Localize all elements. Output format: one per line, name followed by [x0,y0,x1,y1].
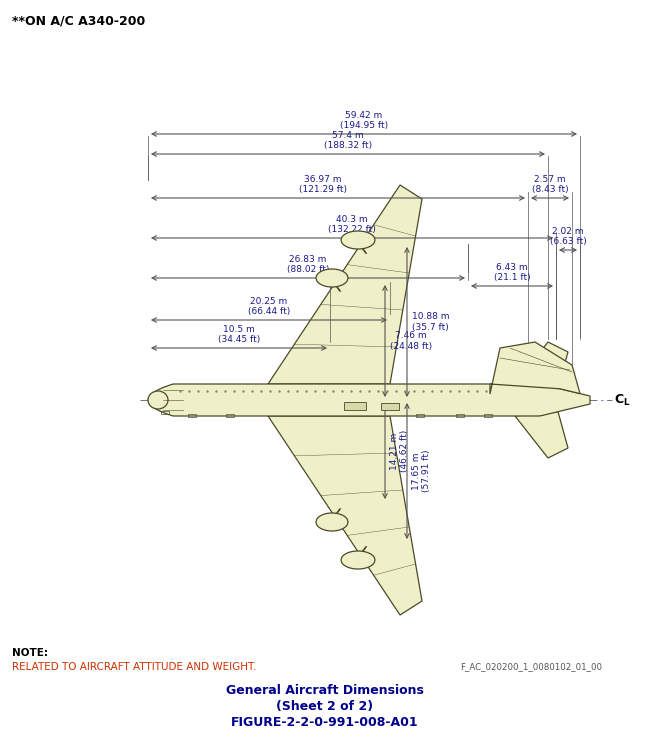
Text: 17.65 m
(57.91 ft): 17.65 m (57.91 ft) [412,450,432,492]
Text: **ON A/C A340-200: **ON A/C A340-200 [12,15,145,28]
Text: 2.02 m
(6.63 ft): 2.02 m (6.63 ft) [549,227,587,246]
Bar [484,414,492,417]
Bar [456,414,464,417]
Polygon shape [316,513,348,531]
Text: RELATED TO AIRCRAFT ATTITUDE AND WEIGHT.: RELATED TO AIRCRAFT ATTITUDE AND WEIGHT. [12,662,256,672]
Text: (Sheet 2 of 2): (Sheet 2 of 2) [277,700,374,713]
Polygon shape [341,551,375,569]
FancyBboxPatch shape [381,403,399,410]
Polygon shape [268,185,422,384]
Polygon shape [515,412,568,458]
Bar [161,411,169,414]
Ellipse shape [148,391,168,409]
Polygon shape [490,342,580,394]
Text: General Aircraft Dimensions: General Aircraft Dimensions [226,684,424,697]
Text: 59.42 m
(194.95 ft): 59.42 m (194.95 ft) [340,110,388,130]
Text: FIGURE-2-2-0-991-008-A01: FIGURE-2-2-0-991-008-A01 [231,716,419,729]
Polygon shape [268,416,422,615]
Text: F_AC_020200_1_0080102_01_00: F_AC_020200_1_0080102_01_00 [460,662,602,671]
Text: 20.25 m
(66.44 ft): 20.25 m (66.44 ft) [248,297,290,316]
Polygon shape [515,342,568,389]
Text: 40.3 m
(132.22 ft): 40.3 m (132.22 ft) [328,215,376,234]
Bar [226,414,234,417]
Text: 10.88 m
(35.7 ft): 10.88 m (35.7 ft) [412,313,449,332]
Text: 36.97 m
(121.29 ft): 36.97 m (121.29 ft) [299,175,347,194]
FancyBboxPatch shape [344,402,366,410]
Bar [188,414,196,417]
Text: 6.43 m
(21.1 ft): 6.43 m (21.1 ft) [493,263,531,282]
Text: 2.57 m
(8.43 ft): 2.57 m (8.43 ft) [532,175,568,194]
Polygon shape [316,269,348,287]
Text: $\mathbf{C_L}$: $\mathbf{C_L}$ [614,392,631,407]
Text: 26.83 m
(88.02 ft): 26.83 m (88.02 ft) [287,254,329,274]
Text: 57.4 m
(188.32 ft): 57.4 m (188.32 ft) [324,131,372,150]
Text: 7.46 m
(24.48 ft): 7.46 m (24.48 ft) [390,331,432,351]
Text: NOTE:: NOTE: [12,648,48,658]
Text: 14.21 m
(46.62 ft): 14.21 m (46.62 ft) [390,430,409,472]
Polygon shape [148,384,590,416]
Polygon shape [341,231,375,249]
Bar [416,414,424,417]
Text: 10.5 m
(34.45 ft): 10.5 m (34.45 ft) [218,325,260,344]
